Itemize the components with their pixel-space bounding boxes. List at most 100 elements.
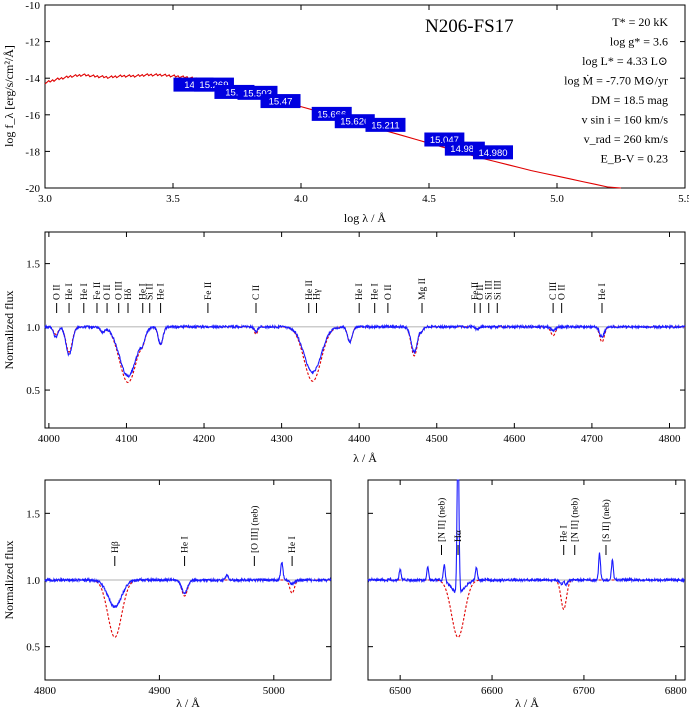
photometry-label: 14.9 [184, 80, 203, 91]
sed-parameter: DM = 18.5 mag [591, 93, 668, 107]
sed-title: N206-FS17 [425, 16, 514, 37]
photometry-label: 15.269 [199, 80, 228, 91]
optical-xtick-label: 4100 [115, 433, 138, 445]
sed-parameter: log L* = 4.33 L⊙ [582, 54, 668, 68]
optical-ytick-label: 1.0 [26, 322, 40, 334]
line-id-label: He I [139, 283, 149, 300]
line-id-label: He I [65, 283, 75, 300]
halpha-model-spectrum [368, 579, 685, 638]
line-id-label: O II [53, 284, 63, 300]
hbeta-ytick-label: 1.0 [26, 575, 40, 587]
sed-parameter: v sin i = 160 km/s [582, 113, 669, 127]
optical-xlabel: λ / Å [353, 451, 377, 465]
halpha-xtick-label: 6500 [389, 685, 412, 697]
hbeta-model-spectrum [45, 579, 331, 638]
sed-xtick-label: 3.0 [38, 193, 52, 205]
sed-xtick-label: 5.0 [550, 193, 564, 205]
sed-xtick-label: 4.5 [422, 193, 436, 205]
optical-xtick-label: 4700 [581, 433, 604, 445]
sed-panel: 3.0 3.5 4.0 4.5 5.0 5.5 -10 -12 -14 -16 -18 -20 14.… [2, 0, 689, 225]
hbeta-xtick-label: 4800 [34, 685, 57, 697]
optical-xtick-label: 4000 [38, 433, 61, 445]
hbeta-ytick-label: 1.5 [26, 508, 40, 520]
photometry-label: 14.980 [450, 144, 479, 155]
line-id-label: O II [103, 284, 113, 300]
sed-parameters: T* = 20 kK log g* = 3.6 log L* = 4.33 L⊙ lo… [564, 15, 668, 166]
line-id-label: Hδ [124, 288, 134, 300]
hbeta-xlabel: λ / Å [176, 696, 200, 710]
sed-xtick-label: 4.0 [294, 193, 308, 205]
sed-parameter: E_B-V = 0.23 [600, 152, 668, 166]
sed-ytick-label: -20 [25, 183, 40, 195]
line-id-label: Fe II [471, 282, 481, 300]
sed-ytick-label: -16 [25, 110, 40, 122]
line-id-label: O II [384, 284, 394, 300]
line-id-label: Hβ [111, 541, 121, 553]
hbeta-line-ids: Hβ He I [O III] (neb) He I [111, 506, 298, 566]
photometry-label: 15.626 [340, 117, 369, 128]
photometry-label: 15.503 [243, 88, 272, 99]
optical-ytick-label: 1.5 [26, 259, 40, 271]
sed-ytick-label: -12 [25, 37, 40, 49]
optical-xtick-label: 4300 [271, 433, 294, 445]
line-id-label: Hγ [313, 289, 323, 300]
optical-observed-spectrum [44, 323, 686, 379]
sed-xlabel: log λ / Å [344, 211, 386, 225]
line-id-label: C II [252, 285, 262, 300]
line-id-label: He I [157, 283, 167, 300]
line-id-label: He I [560, 525, 570, 542]
photometry-point [260, 94, 301, 109]
halpha-xtick-label: 6800 [665, 685, 688, 697]
line-id-label: Fe II [204, 282, 214, 300]
line-id-label: He I [598, 283, 608, 300]
sed-parameter: T* = 20 kK [612, 15, 668, 29]
line-id-label: O III [115, 281, 125, 300]
line-id-label: Hα [454, 530, 464, 542]
photometry-point [334, 114, 375, 129]
hbeta-xtick-label: 4900 [148, 685, 171, 697]
sed-ylabel: log f_λ [erg/s/cm²/Å] [2, 45, 16, 147]
line-id-label: Si III [493, 280, 503, 300]
photometry-label: 14.980 [478, 148, 507, 159]
photometry-point [473, 145, 513, 160]
line-id-label: [N II] (neb) [570, 498, 581, 542]
sed-ytick-label: -10 [25, 0, 40, 12]
sed-xtick-label: 5.5 [678, 193, 689, 205]
optical-xtick-label: 4400 [348, 433, 371, 445]
optical-line-ids: O II He I He I Fe II O II O III Hδ He ISi II He … [53, 278, 608, 313]
line-id-label: He I [371, 283, 381, 300]
line-id-label: C III [549, 282, 559, 300]
line-id-label: O II [558, 284, 568, 300]
sed-ytick-label: -14 [25, 73, 40, 85]
optical-frame [44, 231, 686, 429]
optical-panel: 4000 4100 4200 4300 4400 4500 4600 4700 4800 0.5 1… [2, 231, 686, 465]
line-id-label: [N II] (neb) [437, 498, 448, 542]
hbeta-ytick-label: 0.5 [26, 642, 40, 654]
halpha-xlabel: λ / Å [515, 696, 539, 710]
line-id-label: He I [355, 283, 365, 300]
halpha-xtick-label: 6700 [573, 685, 596, 697]
hbeta-ylabel: Normalized flux [2, 541, 16, 620]
halpha-xtick-label: 6600 [481, 685, 504, 697]
line-id-label: [O III] (neb) [249, 506, 260, 553]
halpha-panel: 6500 6600 6700 6800 [N II] (neb) Hα He I [N II… [367, 479, 688, 710]
optical-model-spectrum [45, 326, 685, 384]
line-id-label: Mg II [418, 278, 428, 300]
line-id-label: Si II [146, 283, 156, 300]
line-id-label: He I [80, 283, 90, 300]
optical-xtick-label: 4500 [426, 433, 449, 445]
photometry-point [365, 117, 406, 132]
sed-parameter: log Ṁ = -7.70 M⊙/yr [564, 74, 668, 88]
line-id-label: He I [181, 536, 191, 553]
line-id-label: [S II] (neb) [601, 499, 612, 542]
line-id-label: He II [305, 280, 315, 300]
photometry-label: 15.666 [317, 109, 346, 120]
photometry-label: 15.3 [225, 87, 244, 98]
halpha-line-ids: [N II] (neb) Hα He I [N II] (neb) [S II] (ne… [437, 498, 612, 555]
photometry-label: 15.47 [269, 97, 293, 108]
sed-ytick-label: -18 [25, 146, 40, 158]
photometry-label: 15.211 [371, 120, 399, 131]
photometry-label: 15.047 [430, 135, 459, 146]
optical-xtick-label: 4600 [503, 433, 526, 445]
